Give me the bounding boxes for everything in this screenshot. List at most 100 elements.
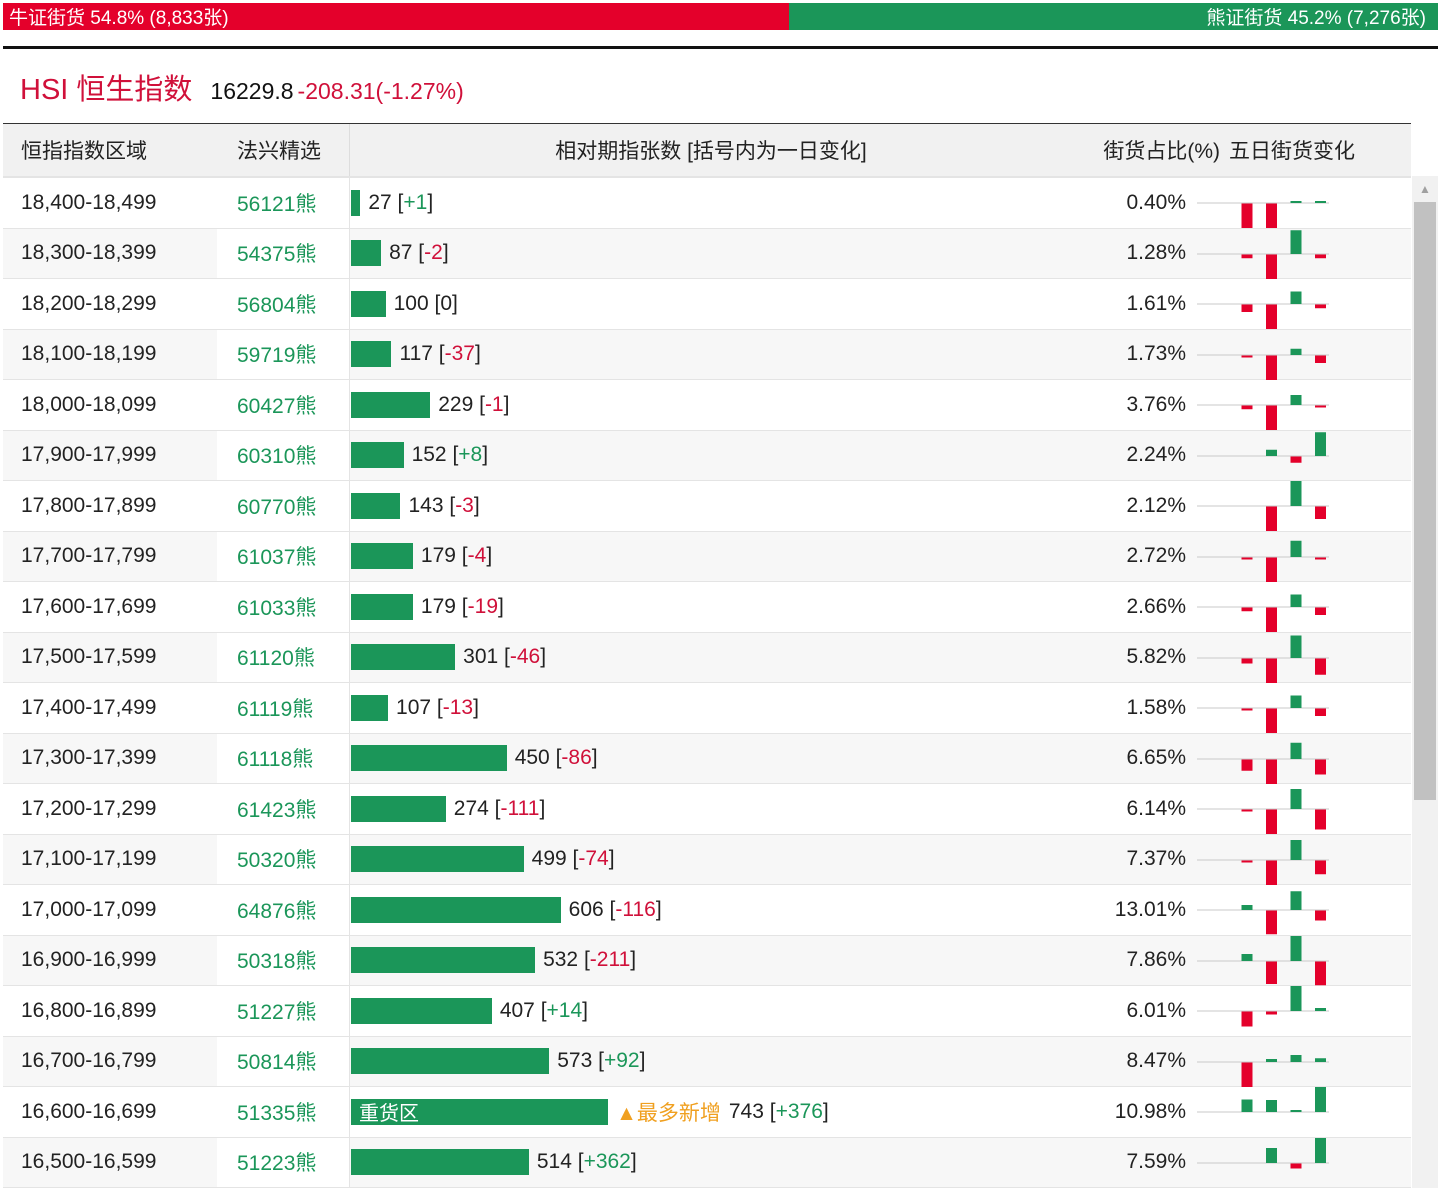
five-day-chart	[1186, 885, 1411, 935]
five-day-chart	[1186, 431, 1411, 481]
warrant-code-link[interactable]: 50320熊	[217, 834, 350, 884]
table-row[interactable]: 18,400-18,499 56121熊 27 [+1] 0.40%	[3, 178, 1411, 229]
five-day-bar	[1315, 557, 1326, 559]
warrant-code-link[interactable]: 61118熊	[217, 733, 350, 783]
warrant-code-link[interactable]: 60770熊	[217, 481, 350, 531]
five-day-chart	[1186, 279, 1411, 329]
header-count[interactable]: 相对期指张数 [括号内为一日变化]	[555, 140, 867, 163]
header-share[interactable]: 街货占比(%)	[1103, 140, 1220, 163]
warrant-code-link[interactable]: 50814熊	[217, 1036, 350, 1086]
count-delta: -74	[578, 847, 609, 871]
five-day-bar	[1290, 201, 1302, 203]
count-value: 514 [+362]	[536, 1150, 637, 1174]
table-row[interactable]: 16,700-16,799 50814熊 573 [+92] 8.47%	[3, 1036, 1411, 1087]
warrant-code-link[interactable]: 60310熊	[217, 430, 350, 480]
share-value: 6.65%	[1126, 746, 1186, 770]
count-value: 229 [-1]	[438, 392, 510, 416]
index-range: 17,600-17,699	[21, 594, 157, 618]
count-delta: -2	[424, 241, 443, 265]
scrollbar[interactable]: ▲	[1412, 176, 1438, 1188]
index-range: 16,900-16,999	[21, 948, 157, 972]
scrollbar-thumb[interactable]	[1414, 202, 1436, 800]
warrant-code-link[interactable]: 51227熊	[217, 986, 350, 1036]
warrant-code-link[interactable]: 56121熊	[217, 178, 350, 228]
share-value: 10.98%	[1114, 1099, 1186, 1123]
warrant-code-link[interactable]: 51335熊	[217, 1087, 350, 1137]
warrant-code-link[interactable]: 56804熊	[217, 279, 350, 329]
header-code[interactable]: 法兴精选	[217, 124, 350, 176]
count-cell: 407 [+14]	[350, 997, 1073, 1024]
index-range: 17,900-17,999	[21, 443, 157, 467]
index-range: 16,800-16,899	[21, 998, 157, 1022]
five-day-chart	[1186, 1137, 1411, 1188]
count-delta: -19	[467, 594, 498, 618]
table-row[interactable]: 17,500-17,599 61120熊 301 [-46] 5.82%	[3, 632, 1411, 683]
five-day-bar	[1290, 635, 1302, 658]
table-row[interactable]: 16,500-16,599 51223熊 514 [+362] 7.59%	[3, 1137, 1411, 1188]
five-day-sparkbar	[1197, 229, 1329, 279]
count-value: 100 [0]	[393, 291, 458, 315]
count-value: 87 [-2]	[389, 241, 449, 265]
warrant-code-link[interactable]: 61033熊	[217, 582, 350, 632]
count-bar	[351, 846, 524, 873]
table-row[interactable]: 17,000-17,099 64876熊 606 [-116] 13.01%	[3, 885, 1411, 936]
warrant-code-link[interactable]: 61037熊	[217, 531, 350, 581]
count-delta: +92	[603, 1049, 640, 1073]
count-bar	[351, 795, 446, 822]
divider	[3, 46, 1438, 49]
warrant-code-link[interactable]: 64876熊	[217, 885, 350, 935]
table-row[interactable]: 18,200-18,299 56804熊 100 [0] 1.61%	[3, 279, 1411, 330]
table-row[interactable]: 18,100-18,199 59719熊 117 [-37] 1.73%	[3, 329, 1411, 380]
five-day-bar	[1266, 506, 1277, 531]
five-day-sparkbar	[1197, 1137, 1329, 1168]
table-row[interactable]: 17,800-17,899 60770熊 143 [-3] 2.12%	[3, 481, 1411, 532]
index-range: 18,400-18,499	[21, 190, 157, 214]
table-row[interactable]: 17,300-17,399 61118熊 450 [-86] 6.65%	[3, 733, 1411, 784]
table-row[interactable]: 17,600-17,699 61033熊 179 [-19] 2.66%	[3, 582, 1411, 633]
five-day-bar	[1241, 759, 1253, 771]
five-day-sparkbar	[1197, 1087, 1329, 1113]
count-bar	[351, 543, 413, 570]
index-range: 17,000-17,099	[21, 897, 157, 921]
five-day-bar	[1315, 1057, 1326, 1062]
count-cell: 499 [-74]	[350, 846, 1073, 873]
scroll-up-icon[interactable]: ▲	[1419, 182, 1431, 196]
warrant-code-link[interactable]: 51223熊	[217, 1137, 350, 1187]
count-delta: -46	[509, 645, 541, 669]
five-day-sparkbar	[1197, 935, 1329, 985]
table-row[interactable]: 17,400-17,499 61119熊 107 [-13] 1.58%	[3, 683, 1411, 734]
warrant-code-link[interactable]: 61423熊	[217, 784, 350, 834]
table-row[interactable]: 17,900-17,999 60310熊 152 [+8] 2.24%	[3, 430, 1411, 481]
count-delta: 0	[440, 291, 452, 315]
five-day-chart	[1186, 935, 1411, 986]
table-row[interactable]: 18,300-18,399 54375熊 87 [-2] 1.28%	[3, 228, 1411, 279]
five-day-chart	[1186, 1087, 1411, 1137]
table-row[interactable]: 16,900-16,999 50318熊 532 [-211] 7.86%	[3, 935, 1411, 986]
five-day-bar	[1290, 594, 1302, 607]
five-day-bar	[1315, 1087, 1326, 1112]
five-day-bar	[1290, 395, 1302, 405]
index-change: -208.31(-1.27%)	[297, 78, 464, 104]
table-row[interactable]: 18,000-18,099 60427熊 229 [-1] 3.76%	[3, 380, 1411, 431]
warrant-code-link[interactable]: 59719熊	[217, 329, 350, 379]
warrant-code-link[interactable]: 60427熊	[217, 380, 350, 430]
count-bar	[351, 947, 536, 974]
five-day-bar	[1315, 961, 1326, 985]
table-row[interactable]: 17,100-17,199 50320熊 499 [-74] 7.37%	[3, 834, 1411, 885]
five-day-bar	[1315, 201, 1326, 203]
five-day-chart	[1186, 683, 1411, 733]
five-day-bar	[1315, 708, 1326, 716]
table-row[interactable]: 16,800-16,899 51227熊 407 [+14] 6.01%	[3, 986, 1411, 1037]
five-day-sparkbar	[1197, 431, 1329, 463]
table-row[interactable]: 17,700-17,799 61037熊 179 [-4] 2.72%	[3, 531, 1411, 582]
warrant-code-link[interactable]: 61120熊	[217, 632, 350, 682]
header-range[interactable]: 恒指指数区域	[21, 140, 147, 163]
index-name: HSI 恒生指数	[20, 74, 193, 106]
warrant-code-link[interactable]: 54375熊	[217, 228, 350, 278]
warrant-code-link[interactable]: 61119熊	[217, 683, 350, 733]
header-five-day[interactable]: 五日街货变化	[1229, 140, 1355, 163]
warrant-code-link[interactable]: 50318熊	[217, 935, 350, 985]
table-row[interactable]: 16,600-16,699 51335熊 重货区 ▲最多新增 743 [+376…	[3, 1087, 1411, 1138]
share-value: 8.47%	[1126, 1049, 1186, 1073]
table-row[interactable]: 17,200-17,299 61423熊 274 [-111] 6.14%	[3, 784, 1411, 835]
